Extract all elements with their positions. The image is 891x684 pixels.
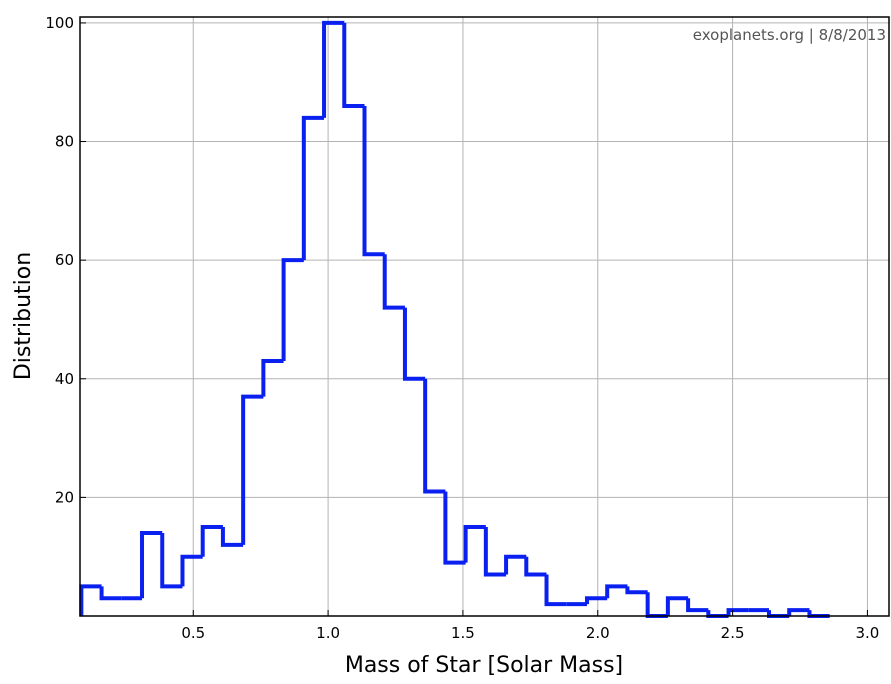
histogram-bin xyxy=(706,610,729,618)
x-axis-title: Mass of Star [Solar Mass] xyxy=(345,653,623,678)
histogram-bin xyxy=(322,20,345,118)
histogram-bin xyxy=(99,586,122,601)
histogram-bin xyxy=(402,307,426,381)
y-tick-label: 40 xyxy=(55,370,74,388)
histogram-bin xyxy=(726,608,749,616)
grid-lines xyxy=(80,17,889,616)
x-tick-label: 1.0 xyxy=(316,624,340,642)
histogram-bin xyxy=(463,525,486,563)
histogram-bin xyxy=(787,608,810,616)
histogram-bin xyxy=(504,554,527,575)
histogram-bin xyxy=(342,22,365,108)
x-tick-label: 3.0 xyxy=(855,624,879,642)
histogram-bin xyxy=(281,258,304,361)
x-tick-label: 2.0 xyxy=(586,624,610,642)
histogram-bin xyxy=(807,610,830,618)
histogram-bin xyxy=(605,584,628,599)
x-axis-ticks: 0.5 1.0 1.5 2.0 2.5 3.0 xyxy=(181,610,879,642)
x-tick-label: 0.5 xyxy=(181,624,205,642)
histogram-bin xyxy=(665,596,689,616)
histogram-bin xyxy=(544,574,567,607)
histogram-bin xyxy=(140,530,163,599)
histogram-bin xyxy=(362,105,385,257)
y-tick-label: 60 xyxy=(55,251,74,269)
histogram-bin xyxy=(645,592,668,618)
histogram-bin xyxy=(220,527,244,547)
y-tick-label: 80 xyxy=(55,133,74,151)
y-axis-title: Distribution xyxy=(11,252,36,380)
histogram-bin xyxy=(382,254,405,310)
histogram-bin xyxy=(301,115,325,261)
y-tick-label: 100 xyxy=(45,14,74,32)
histogram-bin xyxy=(180,554,203,587)
histogram-bin xyxy=(625,586,648,595)
histogram-bin xyxy=(483,527,507,577)
plot-frame xyxy=(79,16,890,617)
y-axis-ticks: 20 40 60 80 100 xyxy=(45,14,86,506)
histogram-bin xyxy=(443,491,466,565)
histogram-bin xyxy=(241,394,264,545)
y-tick-label: 20 xyxy=(55,488,74,506)
histogram-bin xyxy=(79,584,102,616)
histogram-bin xyxy=(160,532,183,589)
histogram-bin xyxy=(766,610,790,618)
histogram-bin xyxy=(584,596,608,605)
histogram-bin xyxy=(261,358,284,397)
histogram-bin xyxy=(524,556,547,577)
histogram-bin xyxy=(200,525,223,557)
histogram-bin xyxy=(423,378,446,494)
histogram-series xyxy=(79,20,830,618)
source-annotation: exoplanets.org | 8/8/2013 xyxy=(693,26,886,44)
x-tick-label: 2.5 xyxy=(721,624,745,642)
x-tick-label: 1.5 xyxy=(451,624,475,642)
histogram-bin xyxy=(686,598,709,613)
